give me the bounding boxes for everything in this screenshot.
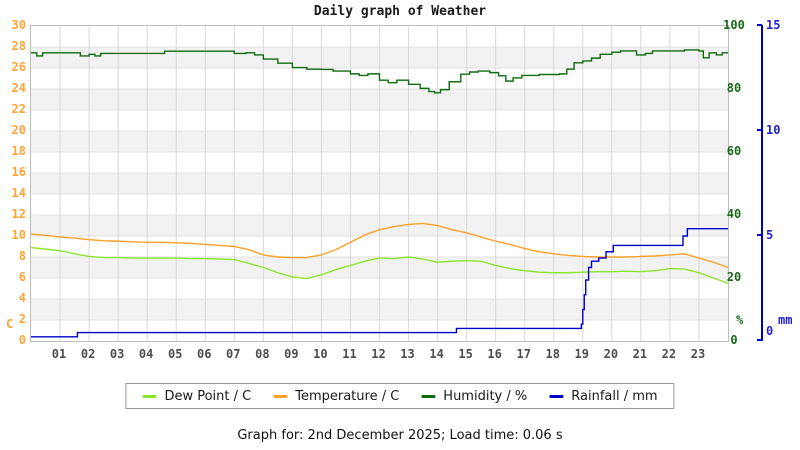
tick-label: 20 [11,123,26,137]
rainfall-axis-tick [757,339,762,341]
tick-label: 12 [371,347,386,361]
humidity-unit-label: % [736,313,744,327]
tick-label: 13 [400,347,415,361]
chart-legend: Dew Point / C Temperature / C Humidity /… [125,383,675,409]
tick-label: 20 [603,347,619,361]
tick-label: 22 [661,347,677,361]
tick-label: 08 [255,347,270,361]
legend-label-humidity: Humidity / % [443,388,528,404]
legend-item-rainfall: Rainfall / mm [549,388,658,404]
humidity-swatch-icon [421,394,436,398]
tick-label: 40 [726,207,742,221]
tick-label: 80 [726,81,742,95]
tick-label: 22 [11,102,26,116]
chart-canvas [31,26,728,341]
series-line-temperature [31,222,728,269]
tick-label: 0 [18,333,26,347]
tick-label: 26 [11,60,26,74]
tick-label: 8 [18,249,26,263]
tick-label: 03 [109,347,125,361]
tick-label: 18 [545,347,560,361]
temperature-unit-label: C [6,317,14,331]
rainfall-axis-tick [757,234,762,236]
tick-label: 5 [766,228,774,242]
tick-label: 30 [11,18,26,32]
legend-label-rainfall: Rainfall / mm [571,388,658,404]
tick-label: 20 [726,270,742,284]
tick-label: 60 [726,144,742,158]
tick-label: 14 [11,186,26,200]
tick-label: 14 [429,347,444,361]
legend-label-dew-point: Dew Point / C [164,388,252,404]
rainfall-swatch-icon [549,394,564,398]
tick-label: 16 [11,165,26,179]
tick-label: 23 [690,347,706,361]
tick-label: 4 [18,291,26,305]
series-line-humidity [31,49,728,94]
tick-label: 01 [51,347,67,361]
legend-label-temperature: Temperature / C [295,388,400,404]
tick-label: 21 [632,347,648,361]
tick-label: 19 [574,347,589,361]
tick-label: 10 [11,228,26,242]
tick-label: 16 [487,347,502,361]
tick-label: 09 [284,347,299,361]
chart-title: Daily graph of Weather [313,4,487,19]
legend-item-temperature: Temperature / C [273,389,399,404]
tick-label: 04 [138,347,154,361]
tick-label: 11 [342,347,357,361]
graph-caption: Graph for: 2nd December 2025; Load time:… [237,428,563,443]
tick-label: 07 [226,347,241,361]
dew-point-swatch-icon [142,394,157,398]
tick-label: 17 [516,347,531,361]
tick-label: 18 [11,144,26,158]
tick-label: 28 [11,39,26,53]
tick-label: 24 [11,81,26,95]
plot-area [30,25,729,342]
tick-label: 15 [458,347,473,361]
tick-label: 05 [167,347,183,361]
tick-label: 100 [723,18,745,32]
tick-label: 10 [313,347,328,361]
rainfall-axis-tick [757,24,762,26]
tick-label: 0 [766,324,774,338]
tick-label: 10 [766,123,781,137]
legend-item-humidity: Humidity / % [421,389,527,404]
tick-label: 02 [80,347,96,361]
tick-label: 2 [18,312,26,326]
rainfall-axis-tick [757,129,762,131]
series-line-rainfall [31,227,728,338]
rainfall-unit-label: mm [778,313,793,327]
legend-item-dew-point: Dew Point / C [142,389,251,404]
tick-label: 12 [11,207,26,221]
series-line-dew [31,246,728,284]
tick-label: 6 [18,270,26,284]
temperature-swatch-icon [273,394,288,398]
tick-label: 06 [197,347,212,361]
rainfall-axis-line [761,25,763,341]
tick-label: 15 [766,18,781,32]
tick-label: 0 [730,333,738,347]
